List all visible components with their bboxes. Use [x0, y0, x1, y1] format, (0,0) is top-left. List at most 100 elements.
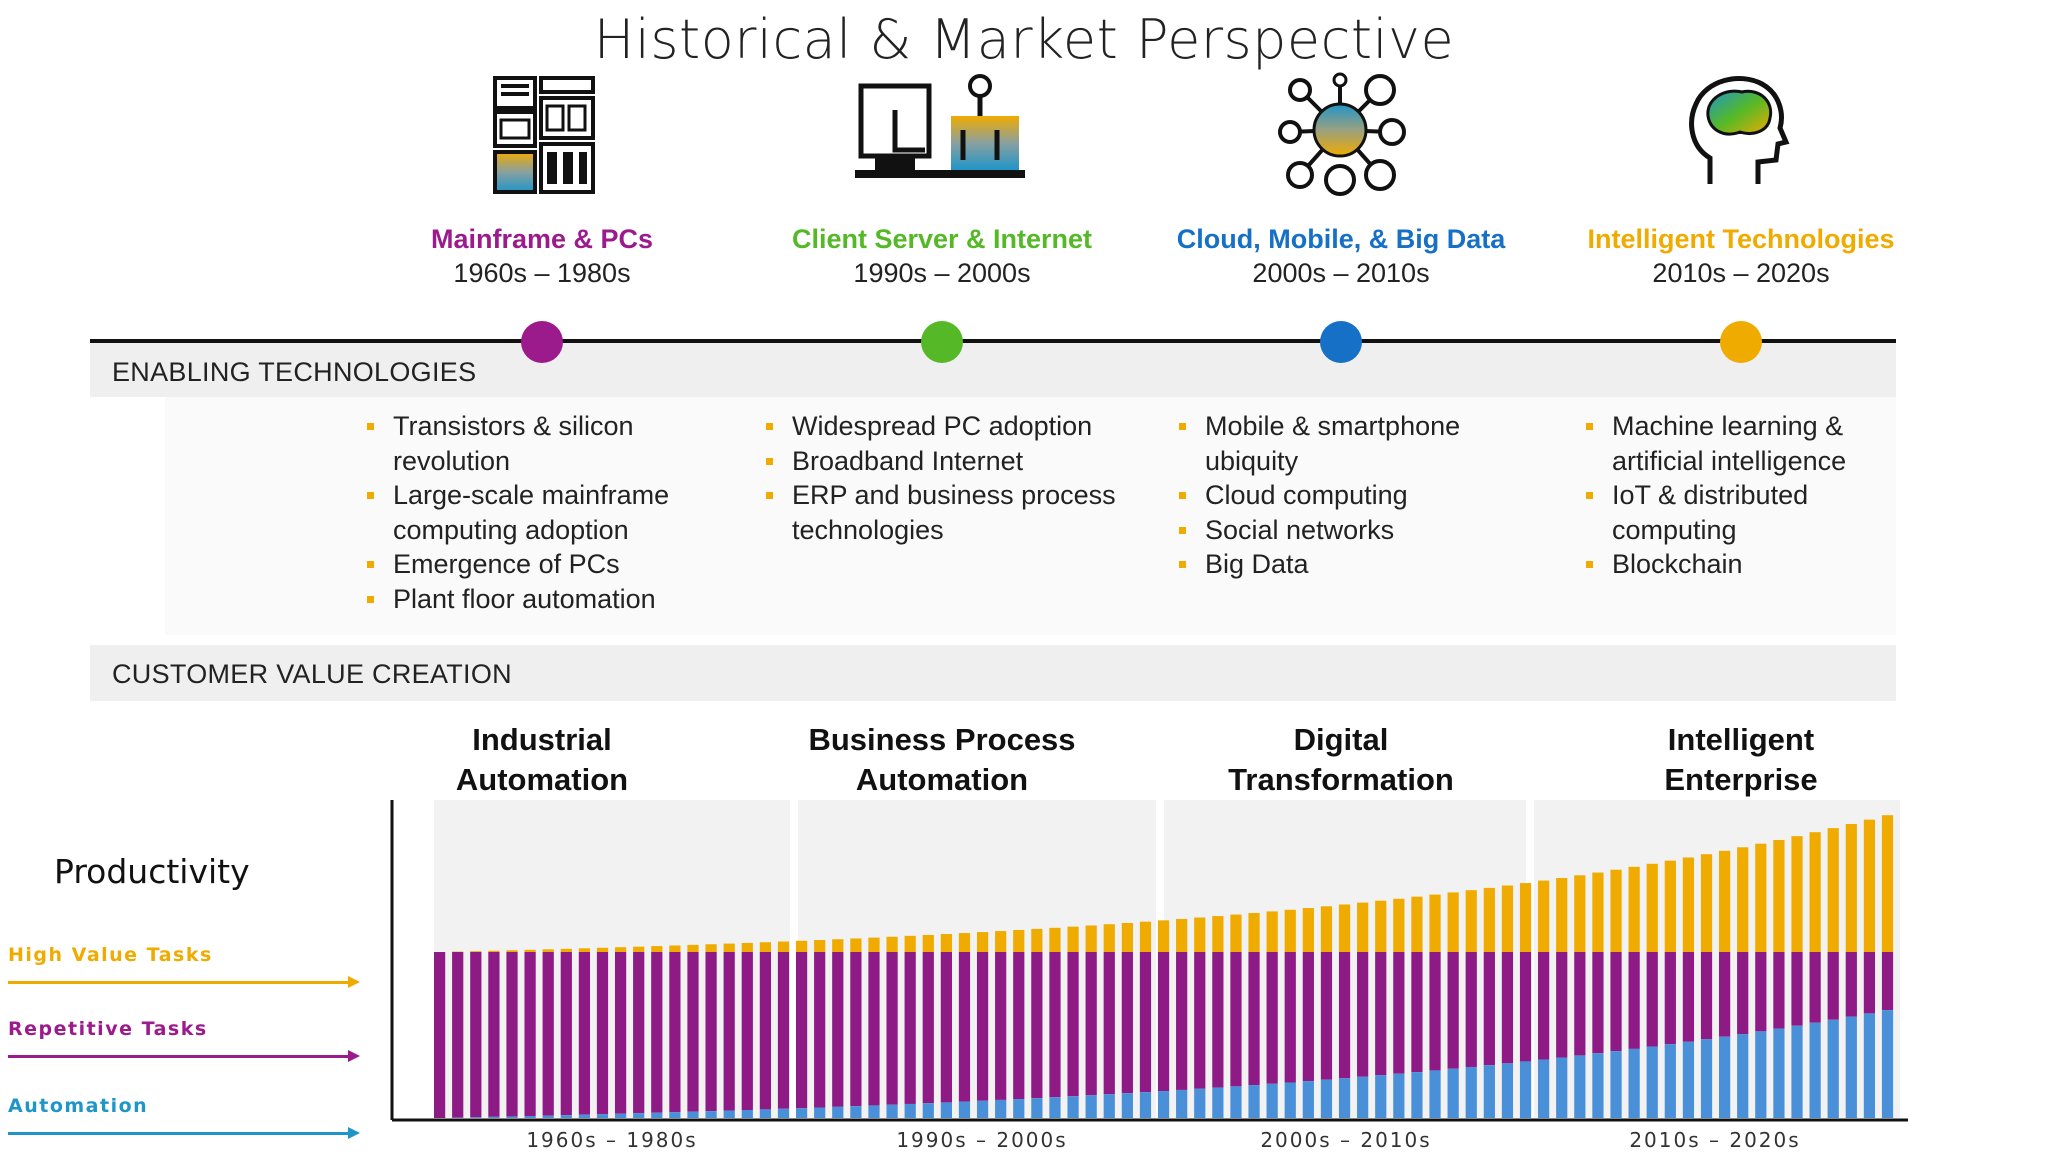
- bar-high-value: [669, 945, 681, 952]
- bar-repetitive: [560, 952, 572, 1116]
- bar-automation: [1538, 1059, 1550, 1118]
- bar-automation: [1157, 1091, 1170, 1118]
- bar-repetitive: [976, 952, 989, 1101]
- bar-high-value: [633, 946, 645, 952]
- bar-repetitive: [1103, 952, 1115, 1095]
- era-years: 1960s – 1980s: [453, 258, 631, 288]
- legend-line: [8, 1132, 348, 1135]
- legend-label: High Value Tasks: [8, 944, 213, 966]
- bar-repetitive: [1700, 952, 1713, 1040]
- bar-high-value: [958, 933, 971, 952]
- bar-automation: [1230, 1086, 1242, 1118]
- bar-repetitive: [1519, 952, 1532, 1062]
- bar-repetitive: [759, 952, 771, 1110]
- bar-repetitive: [850, 952, 862, 1107]
- bar-repetitive: [1067, 952, 1079, 1097]
- bar-high-value: [1863, 819, 1876, 952]
- bar-high-value: [1230, 914, 1242, 952]
- bar-automation: [976, 1100, 989, 1118]
- bar-automation: [1791, 1025, 1803, 1118]
- band-label: CUSTOMER VALUE CREATION: [112, 659, 512, 689]
- bar-high-value: [1592, 872, 1604, 952]
- bar-automation: [488, 1116, 500, 1118]
- bar-high-value: [1157, 920, 1170, 952]
- x-tick-label: 2010s – 2020s: [1629, 1128, 1801, 1152]
- legend-line: [8, 981, 348, 984]
- era-panel: [434, 800, 790, 1118]
- value-title-line: Digital: [1293, 722, 1389, 757]
- bar-repetitive: [1320, 952, 1333, 1080]
- bar-automation: [542, 1115, 554, 1118]
- era-name: Cloud, Mobile, & Big Data: [1176, 224, 1506, 254]
- page-title: Historical & Market Perspective: [593, 8, 1455, 71]
- era-heading: Intelligent Technologies 2010s – 2020s: [1541, 222, 1941, 290]
- bar-repetitive: [1121, 952, 1133, 1094]
- bar-automation: [1465, 1066, 1477, 1118]
- value-title-line: Industrial: [472, 722, 612, 757]
- bar-high-value: [705, 944, 717, 952]
- bar-repetitive: [470, 952, 482, 1118]
- bar-repetitive: [958, 952, 971, 1102]
- bar-automation: [1610, 1051, 1622, 1118]
- bar-repetitive: [995, 952, 1007, 1100]
- value-title-line: Transformation: [1228, 762, 1454, 797]
- bar-high-value: [1737, 847, 1749, 952]
- era-panel: [1534, 800, 1900, 1118]
- bar-automation: [1176, 1089, 1188, 1118]
- bar-repetitive: [669, 952, 681, 1113]
- bar-high-value: [1447, 892, 1459, 952]
- cloud-network-icon: [1270, 70, 1410, 200]
- bar-repetitive: [1628, 952, 1640, 1049]
- bar-repetitive: [922, 952, 934, 1104]
- bar-automation: [1266, 1083, 1278, 1118]
- bar-repetitive: [1375, 952, 1387, 1076]
- bar-high-value: [1320, 906, 1333, 952]
- bar-repetitive: [1031, 952, 1043, 1099]
- bar-high-value: [1121, 922, 1133, 952]
- bar-automation: [669, 1112, 681, 1118]
- bar-repetitive: [1085, 952, 1097, 1096]
- legend-label: Repetitive Tasks: [8, 1018, 208, 1040]
- bar-high-value: [560, 948, 572, 952]
- bar-high-value: [1338, 904, 1351, 952]
- bar-repetitive: [1791, 952, 1803, 1026]
- x-tick-label: 2000s – 2010s: [1260, 1128, 1432, 1152]
- bar-repetitive: [1393, 952, 1405, 1074]
- legend-high-value: High Value Tasks: [8, 944, 360, 988]
- bar-repetitive: [1284, 952, 1296, 1083]
- enabling-list: Mobile & smartphone ubiquity Cloud compu…: [1175, 409, 1535, 582]
- bar-repetitive: [687, 952, 699, 1112]
- bar-repetitive: [542, 952, 554, 1116]
- bar-high-value: [1103, 924, 1115, 952]
- bar-high-value: [1719, 850, 1731, 952]
- bar-automation: [614, 1113, 627, 1118]
- bar-automation: [1845, 1016, 1857, 1118]
- bar-high-value: [1302, 908, 1314, 952]
- value-title-line: Intelligent: [1667, 722, 1815, 757]
- bar-repetitive: [1574, 952, 1586, 1056]
- bar-repetitive: [1682, 952, 1695, 1042]
- bar-automation: [1447, 1068, 1459, 1118]
- bar-high-value: [1483, 887, 1495, 952]
- bar-high-value: [1031, 928, 1043, 952]
- bar-automation: [687, 1111, 699, 1118]
- bar-automation: [795, 1108, 808, 1118]
- bar-automation: [578, 1114, 591, 1118]
- bar-repetitive: [1248, 952, 1260, 1086]
- value-title-line: Enterprise: [1664, 762, 1818, 797]
- era-years: 2000s – 2010s: [1252, 258, 1430, 288]
- bar-automation: [1429, 1070, 1441, 1118]
- bar-high-value: [1049, 927, 1061, 952]
- bar-high-value: [1610, 869, 1622, 952]
- list-item: Blockchain: [1582, 547, 1882, 582]
- bar-repetitive: [1139, 952, 1152, 1093]
- bar-repetitive: [452, 952, 464, 1118]
- bar-high-value: [868, 937, 880, 952]
- bar-high-value: [1646, 863, 1658, 952]
- list-item: Cloud computing: [1175, 478, 1535, 513]
- bar-repetitive: [596, 952, 609, 1115]
- bar-high-value: [850, 938, 862, 952]
- bar-repetitive: [614, 952, 627, 1114]
- era-heading: Client Server & Internet 1990s – 2000s: [742, 222, 1142, 290]
- bar-high-value: [578, 948, 591, 952]
